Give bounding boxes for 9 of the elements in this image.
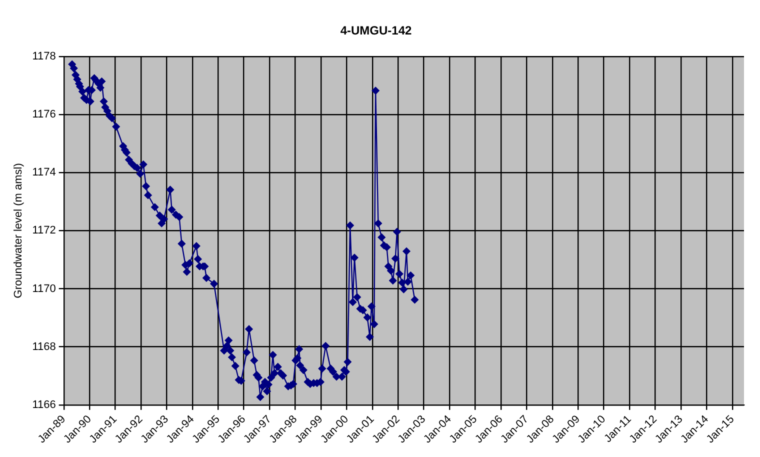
y-tick-label: 1178: [32, 50, 56, 62]
y-tick-label: 1174: [32, 166, 56, 179]
y-tick-label: 1170: [32, 282, 56, 295]
y-tick-label: 1168: [32, 340, 56, 353]
chart-title: 4-UMGU-142: [340, 24, 412, 38]
y-tick-label: 1176: [32, 108, 56, 121]
y-axis-title: Groundwater level (m amsl): [12, 163, 25, 298]
y-tick-label: 1172: [32, 224, 56, 237]
y-tick-label: 1166: [32, 398, 56, 411]
